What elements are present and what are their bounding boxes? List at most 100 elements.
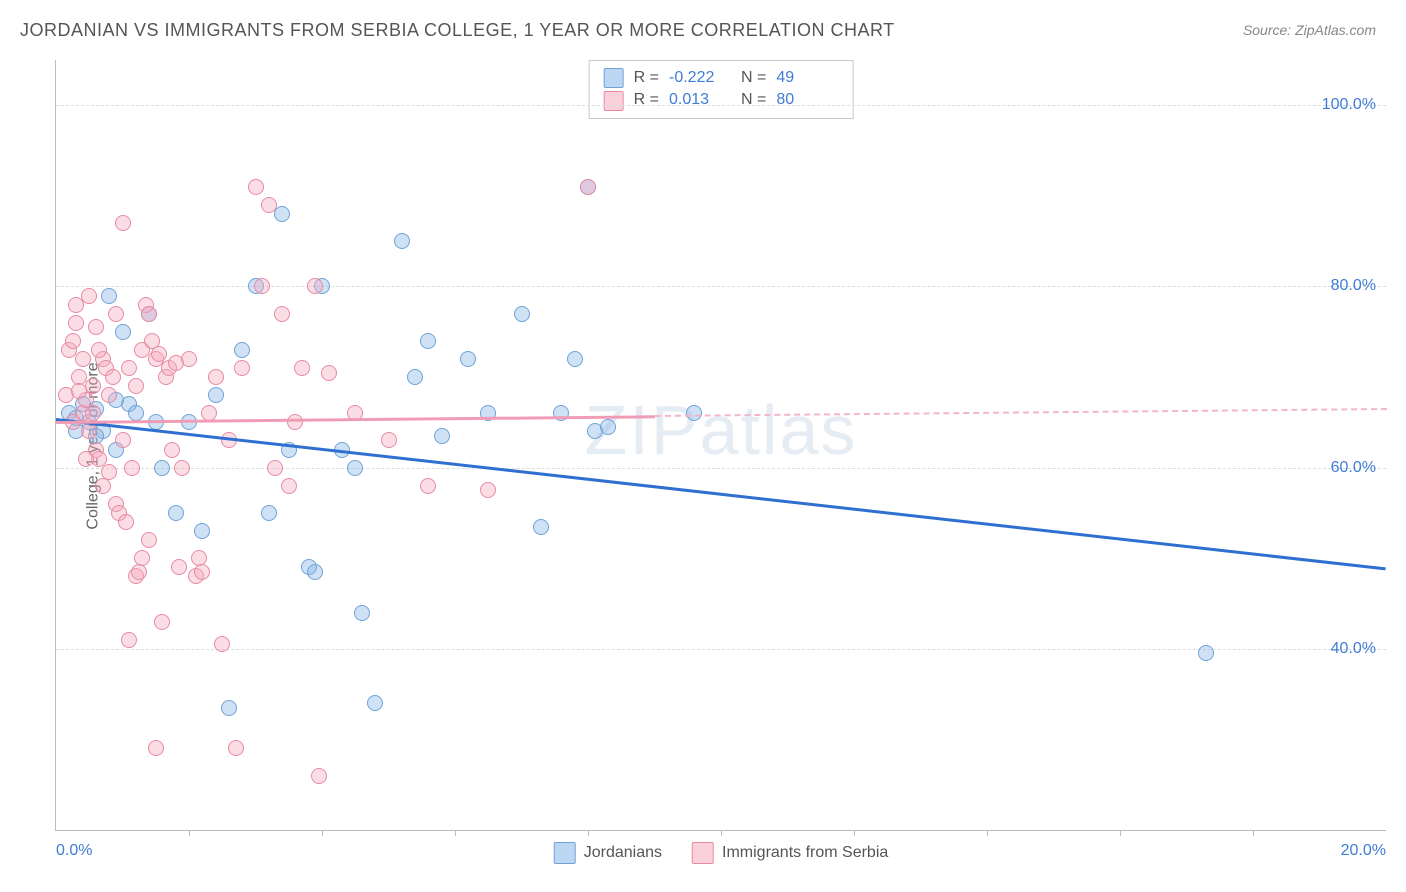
scatter-marker [128,378,144,394]
watermark-text: ZIPatlas [585,390,858,470]
scatter-marker [311,768,327,784]
scatter-plot: ZIPatlas R =-0.222N =49R =0.013N =80 Jor… [55,60,1386,831]
scatter-marker [307,564,323,580]
scatter-marker [115,324,131,340]
scatter-marker [171,559,187,575]
scatter-marker [234,360,250,376]
legend-label: Immigrants from Serbia [722,844,888,862]
gridline [56,105,1386,106]
scatter-marker [274,306,290,322]
scatter-marker [154,614,170,630]
scatter-marker [281,478,297,494]
scatter-marker [287,414,303,430]
x-axis-start-label: 0.0% [56,842,92,860]
y-tick-label: 60.0% [1331,459,1376,477]
scatter-marker [131,564,147,580]
trend-line [56,418,1386,570]
y-tick-label: 40.0% [1331,640,1376,658]
scatter-marker [68,315,84,331]
scatter-marker [307,278,323,294]
legend-item: Jordanians [554,842,662,864]
stats-row: R =-0.222N =49 [604,67,839,89]
scatter-marker [194,523,210,539]
scatter-marker [115,432,131,448]
x-tick [1253,830,1254,836]
scatter-marker [101,288,117,304]
scatter-marker [234,342,250,358]
x-tick [588,830,589,836]
scatter-marker [168,505,184,521]
scatter-marker [434,428,450,444]
scatter-marker [154,460,170,476]
legend-item: Immigrants from Serbia [692,842,888,864]
scatter-marker [101,464,117,480]
scatter-marker [118,514,134,530]
scatter-marker [267,460,283,476]
scatter-marker [141,532,157,548]
x-tick [987,830,988,836]
stats-box: R =-0.222N =49R =0.013N =80 [589,60,854,119]
chart-title: JORDANIAN VS IMMIGRANTS FROM SERBIA COLL… [20,20,895,41]
scatter-marker [121,360,137,376]
scatter-marker [181,351,197,367]
scatter-marker [248,179,264,195]
scatter-marker [367,695,383,711]
scatter-marker [101,387,117,403]
scatter-marker [261,197,277,213]
scatter-marker [121,632,137,648]
x-tick [189,830,190,836]
scatter-marker [480,482,496,498]
x-tick [322,830,323,836]
scatter-marker [108,306,124,322]
scatter-marker [1198,645,1214,661]
scatter-marker [274,206,290,222]
scatter-marker [533,519,549,535]
scatter-marker [420,478,436,494]
scatter-marker [81,288,97,304]
scatter-marker [181,414,197,430]
scatter-marker [85,378,101,394]
scatter-marker [105,369,121,385]
scatter-marker [553,405,569,421]
scatter-marker [254,278,270,294]
scatter-marker [88,319,104,335]
scatter-marker [81,423,97,439]
pink-swatch-icon [692,842,714,864]
scatter-marker [221,700,237,716]
scatter-marker [141,306,157,322]
legend-label: Jordanians [584,844,662,862]
scatter-marker [321,365,337,381]
x-tick [854,830,855,836]
legend-bottom: Jordanians Immigrants from Serbia [554,842,889,864]
scatter-marker [228,740,244,756]
scatter-marker [394,233,410,249]
scatter-marker [78,451,94,467]
scatter-marker [580,179,596,195]
scatter-marker [354,605,370,621]
source-label: Source: ZipAtlas.com [1243,22,1376,38]
trend-line [654,408,1386,417]
scatter-marker [567,351,583,367]
x-tick [1120,830,1121,836]
scatter-marker [600,419,616,435]
scatter-marker [164,442,180,458]
scatter-marker [65,333,81,349]
scatter-marker [115,215,131,231]
scatter-marker [85,405,101,421]
scatter-marker [686,405,702,421]
scatter-marker [407,369,423,385]
scatter-marker [91,342,107,358]
pink-swatch-icon [604,91,624,111]
scatter-marker [75,351,91,367]
scatter-marker [194,564,210,580]
gridline [56,468,1386,469]
scatter-marker [214,636,230,652]
scatter-marker [134,550,150,566]
scatter-marker [381,432,397,448]
scatter-marker [347,460,363,476]
x-tick [455,830,456,836]
scatter-marker [514,306,530,322]
scatter-marker [174,460,190,476]
scatter-marker [208,369,224,385]
gridline [56,649,1386,650]
